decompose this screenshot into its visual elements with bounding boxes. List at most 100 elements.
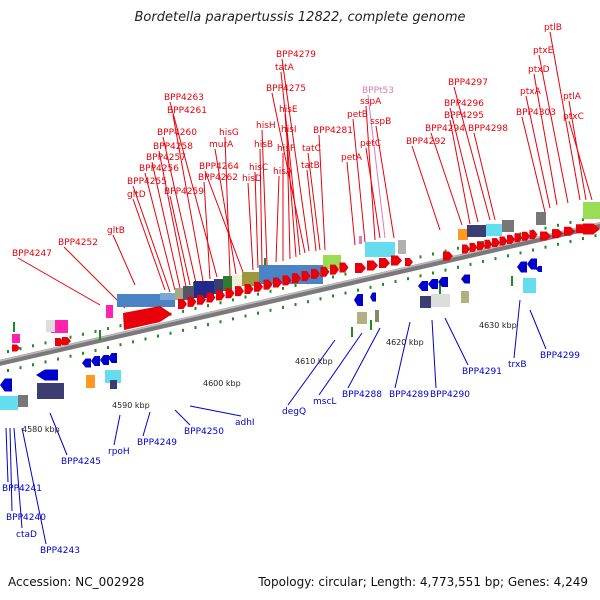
gene-arrow <box>527 258 537 270</box>
gene-arrow <box>522 231 530 241</box>
forward-gene-label: BPP4275 <box>266 84 306 94</box>
gene-arrow <box>514 233 523 243</box>
forward-gene-label: ptxC <box>563 112 584 122</box>
leader-line <box>525 95 551 209</box>
leader-line <box>281 58 310 252</box>
forward-gene-label: hisD <box>242 174 262 184</box>
leader-line <box>430 132 463 226</box>
reverse-gene-label: adhI <box>235 418 255 428</box>
leader-line <box>318 134 326 251</box>
gene-arrow <box>311 268 320 279</box>
gene-arrow <box>282 275 292 286</box>
forward-gene-label: ptxA <box>520 87 542 97</box>
leader-line <box>352 118 366 243</box>
reverse-gene-label: BPP4249 <box>137 438 177 448</box>
leader-line <box>431 319 437 389</box>
rna-feature <box>359 236 362 244</box>
gene-arrow <box>244 283 254 294</box>
leader-line <box>254 171 259 269</box>
scale-label: 4600 kbp <box>203 379 241 388</box>
leader-line <box>142 411 151 437</box>
forward-gene-labels: BPP4247BPP4252gltBgltDBPP4255BPP4256BPP4… <box>12 23 584 259</box>
forward-gene-label: BPP4252 <box>58 238 98 248</box>
gene-arrow <box>330 264 339 275</box>
gene-arrow <box>91 356 100 366</box>
gene-arrow <box>418 281 428 291</box>
gene-arrow <box>370 292 376 302</box>
leader-line <box>144 172 176 291</box>
leader-line <box>162 136 197 284</box>
label-leader-lines <box>5 31 593 545</box>
leader-line <box>261 129 268 266</box>
reverse-gene-label: BPP4241 <box>2 484 42 494</box>
forward-gene-label: BPP4258 <box>153 142 193 152</box>
leader-line <box>13 427 23 529</box>
reverse-genes <box>0 258 542 410</box>
leader-line <box>568 120 593 201</box>
gene-arrow <box>263 279 273 290</box>
forward-gene-label: BPP4281 <box>313 126 353 136</box>
forward-gene-label: BPP4255 <box>127 177 167 187</box>
reverse-gene-label: BPP4291 <box>462 367 502 377</box>
gene-arrow <box>564 226 575 236</box>
leader-line <box>224 136 231 277</box>
leader-line <box>151 161 181 289</box>
leader-line <box>411 145 441 231</box>
forward-gene-label: BPP4295 <box>444 111 484 121</box>
reverse-gene-label: BPP4289 <box>389 390 429 400</box>
leader-line <box>365 105 376 241</box>
gene-arrow <box>108 353 117 363</box>
gene-block <box>431 294 450 307</box>
gene-block <box>365 242 395 257</box>
leader-line <box>132 198 166 291</box>
gene-arrow <box>292 273 301 284</box>
forward-gene-label: BPP4292 <box>406 137 446 147</box>
forward-gene-label: BPPt53 <box>362 86 394 96</box>
leader-line <box>17 257 101 306</box>
scale-label: 4630 kbp <box>479 321 517 330</box>
forward-gene-label: tatC <box>302 144 321 154</box>
leader-line <box>63 246 126 309</box>
forward-gene-label: BPP4303 <box>516 108 556 118</box>
gene-arrow <box>438 277 448 287</box>
leader-line <box>204 170 244 273</box>
gene-block <box>214 279 223 294</box>
gene-block <box>37 383 64 399</box>
gene-arrow <box>492 238 500 248</box>
gene-arrow <box>235 286 244 297</box>
leader-line <box>275 175 280 263</box>
forward-gene-label: hisA <box>273 167 293 177</box>
gene-block <box>523 278 536 293</box>
gene-arrow <box>123 306 172 330</box>
forward-gene-label: BPP4262 <box>198 173 238 183</box>
gene-arrow <box>178 299 187 309</box>
gene-arrow <box>354 294 363 306</box>
leader-line <box>112 234 136 286</box>
forward-gene-label: gltB <box>107 226 125 236</box>
forward-gene-label: BPP4294 <box>425 124 465 134</box>
gene-block <box>223 276 232 291</box>
forward-gene-label: hisE <box>279 105 298 115</box>
leader-line <box>174 409 191 426</box>
leader-line <box>271 92 306 254</box>
gene-arrow <box>443 251 453 261</box>
gene-block <box>458 229 468 240</box>
leader-line <box>113 414 121 446</box>
gene-arrow <box>462 244 470 254</box>
reverse-gene-label: rpoH <box>108 447 130 457</box>
leader-line <box>169 101 218 278</box>
leader-line <box>521 116 546 213</box>
forward-gene-label: hisF <box>277 144 295 154</box>
gene-arrow <box>507 234 515 244</box>
forward-gene-label: hisH <box>256 121 276 131</box>
gene-arrow <box>461 274 470 284</box>
leader-line <box>287 339 336 406</box>
leader-line <box>306 169 317 252</box>
gene-block <box>0 396 18 410</box>
reverse-gene-label: BPP4288 <box>342 390 382 400</box>
leader-line <box>172 114 204 282</box>
gene-arrow <box>517 261 527 273</box>
gene-block <box>51 320 68 333</box>
leader-line <box>538 54 569 204</box>
forward-gene-label: ptxD <box>528 65 550 75</box>
